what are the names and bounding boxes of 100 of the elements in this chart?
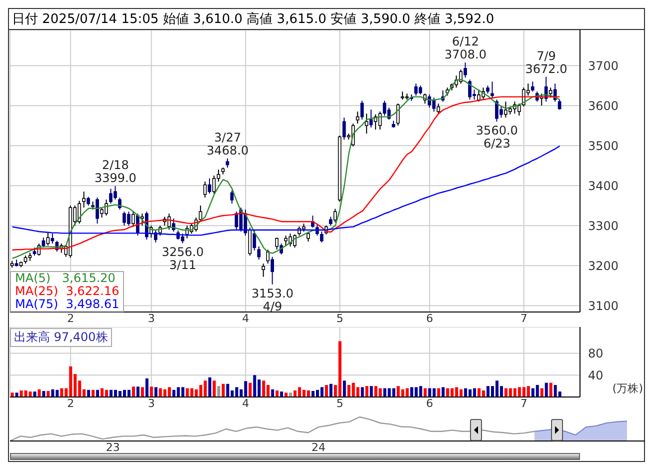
candlestick bbox=[50, 233, 54, 244]
bar bbox=[360, 387, 364, 397]
candlestick bbox=[464, 62, 467, 78]
annotation: 3153.0 bbox=[252, 286, 294, 300]
candlestick bbox=[140, 213, 144, 226]
x-tick-label: 24 bbox=[312, 440, 326, 454]
candlestick bbox=[490, 81, 494, 98]
candlestick bbox=[517, 103, 521, 116]
candlestick bbox=[342, 117, 346, 140]
candlestick bbox=[208, 178, 212, 194]
candlestick bbox=[320, 231, 324, 243]
candlestick bbox=[306, 231, 310, 242]
candlestick bbox=[369, 109, 373, 128]
bar bbox=[96, 390, 100, 397]
chart-title: 日付 2025/07/14 15:05 始値 3,610.0 高値 3,615.0 安値 3,590.0 終値 3,592.0 bbox=[9, 9, 644, 30]
bar bbox=[378, 388, 382, 397]
bar bbox=[486, 386, 490, 397]
annotation: 3/11 bbox=[169, 258, 196, 272]
y-tick-label: 3500 bbox=[588, 138, 619, 153]
bar bbox=[51, 389, 54, 397]
candlestick bbox=[266, 249, 270, 264]
candlestick bbox=[167, 213, 171, 230]
bar bbox=[396, 386, 400, 397]
x-tick-label: 3 bbox=[148, 312, 155, 325]
bar bbox=[284, 392, 288, 397]
bar bbox=[446, 388, 450, 397]
candlestick bbox=[333, 208, 337, 223]
candlestick bbox=[180, 233, 184, 244]
bar bbox=[212, 380, 216, 397]
candlestick bbox=[226, 158, 230, 168]
candlestick bbox=[248, 227, 252, 256]
bar bbox=[329, 384, 332, 397]
bar bbox=[92, 390, 95, 397]
x-tick-label: 6 bbox=[426, 312, 434, 325]
candlestick bbox=[212, 175, 216, 194]
bar bbox=[33, 392, 36, 397]
bar bbox=[540, 388, 544, 397]
bar bbox=[410, 387, 414, 397]
candlestick bbox=[558, 99, 562, 110]
bar bbox=[289, 392, 292, 397]
annotation: 3256.0 bbox=[162, 245, 204, 260]
bar bbox=[110, 390, 113, 397]
annotation: 3/27 bbox=[214, 130, 242, 144]
bar bbox=[15, 392, 18, 397]
bar bbox=[370, 386, 373, 397]
bar bbox=[150, 386, 153, 397]
bar bbox=[294, 390, 297, 397]
annotation: 3708.0 bbox=[444, 47, 487, 62]
y-tick-label: 3300 bbox=[588, 218, 619, 233]
x-tick-label: 5 bbox=[336, 396, 344, 410]
bar bbox=[136, 386, 140, 397]
text: MA(75) 3,498.61 bbox=[15, 297, 120, 311]
bar bbox=[280, 392, 284, 397]
bar bbox=[226, 384, 230, 397]
x-tick-label: 3 bbox=[148, 396, 155, 410]
bar bbox=[46, 390, 50, 397]
bar bbox=[442, 387, 445, 397]
bar bbox=[392, 388, 396, 397]
annotation: 3399.0 bbox=[94, 171, 136, 185]
y-tick-label: 3700 bbox=[588, 58, 619, 73]
y-tick-label: 80 bbox=[588, 346, 604, 361]
y-axis-title: (万株) bbox=[612, 381, 643, 396]
bar bbox=[428, 388, 432, 397]
bar bbox=[549, 382, 552, 397]
x-tick-label: 7 bbox=[520, 312, 528, 325]
candlestick bbox=[356, 111, 360, 124]
bar bbox=[526, 386, 530, 397]
x-tick-label: 7 bbox=[520, 396, 528, 410]
bar bbox=[320, 387, 324, 397]
bar bbox=[401, 389, 404, 397]
bar bbox=[324, 384, 328, 397]
x-tick-label: 2 bbox=[67, 312, 74, 325]
bar bbox=[276, 390, 279, 397]
bar bbox=[127, 390, 130, 397]
candlestick bbox=[82, 191, 86, 208]
bar bbox=[132, 386, 135, 397]
bar bbox=[204, 380, 207, 397]
bar bbox=[478, 388, 481, 397]
bar bbox=[338, 341, 342, 397]
candlestick bbox=[360, 100, 364, 120]
candlestick bbox=[203, 181, 207, 198]
bar bbox=[464, 388, 468, 397]
bar bbox=[100, 388, 104, 397]
series-label: MA(5) 3,615.20 bbox=[15, 271, 116, 285]
x-tick-label: 4 bbox=[242, 396, 250, 410]
bar bbox=[140, 387, 144, 397]
candlestick bbox=[311, 215, 314, 228]
candlestick bbox=[275, 237, 278, 250]
x-tick-label: 23 bbox=[106, 440, 120, 454]
candlestick bbox=[436, 103, 440, 114]
bar bbox=[217, 386, 220, 397]
bar bbox=[87, 390, 90, 397]
candlestick bbox=[252, 229, 256, 251]
bar bbox=[60, 388, 64, 397]
bar bbox=[424, 388, 427, 397]
y-tick-label: 3400 bbox=[588, 178, 619, 193]
bar bbox=[145, 378, 148, 397]
bar bbox=[42, 390, 46, 397]
annotation: 2/18 bbox=[102, 158, 129, 172]
annotation: 3468.0 bbox=[206, 143, 249, 158]
